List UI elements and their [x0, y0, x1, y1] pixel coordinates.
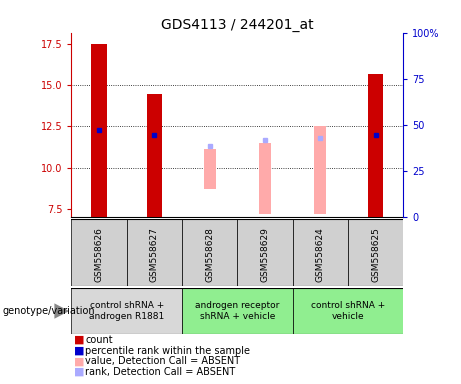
Text: GSM558624: GSM558624 [316, 227, 325, 282]
Text: ■: ■ [74, 367, 84, 377]
Bar [182, 288, 293, 334]
Bar [71, 288, 182, 334]
Text: androgen receptor
shRNA + vehicle: androgen receptor shRNA + vehicle [195, 301, 280, 321]
Text: GSM558626: GSM558626 [95, 227, 104, 282]
Text: ■: ■ [74, 335, 84, 345]
Bar [237, 219, 293, 286]
Bar [182, 219, 237, 286]
Text: control shRNA +
vehicle: control shRNA + vehicle [311, 301, 385, 321]
Text: rank, Detection Call = ABSENT: rank, Detection Call = ABSENT [85, 367, 236, 377]
Text: GSM558629: GSM558629 [260, 227, 270, 282]
Bar [314, 126, 326, 214]
Text: GSM558625: GSM558625 [371, 227, 380, 282]
Bar [204, 149, 216, 189]
Bar [293, 288, 403, 334]
Text: GSM558628: GSM558628 [205, 227, 214, 282]
Text: ■: ■ [74, 356, 84, 366]
Text: value, Detection Call = ABSENT: value, Detection Call = ABSENT [85, 356, 240, 366]
Title: GDS4113 / 244201_at: GDS4113 / 244201_at [161, 18, 314, 31]
Bar [368, 74, 384, 217]
Bar [91, 44, 107, 217]
Text: control shRNA +
androgen R1881: control shRNA + androgen R1881 [89, 301, 165, 321]
Text: genotype/variation: genotype/variation [2, 306, 95, 316]
Bar [147, 94, 162, 217]
Text: percentile rank within the sample: percentile rank within the sample [85, 346, 250, 356]
Text: count: count [85, 335, 113, 345]
Bar [259, 143, 271, 214]
Bar [348, 219, 403, 286]
Text: GSM558627: GSM558627 [150, 227, 159, 282]
Bar [127, 219, 182, 286]
Bar [293, 219, 348, 286]
Polygon shape [54, 303, 69, 319]
Text: ■: ■ [74, 346, 84, 356]
Bar [71, 219, 127, 286]
